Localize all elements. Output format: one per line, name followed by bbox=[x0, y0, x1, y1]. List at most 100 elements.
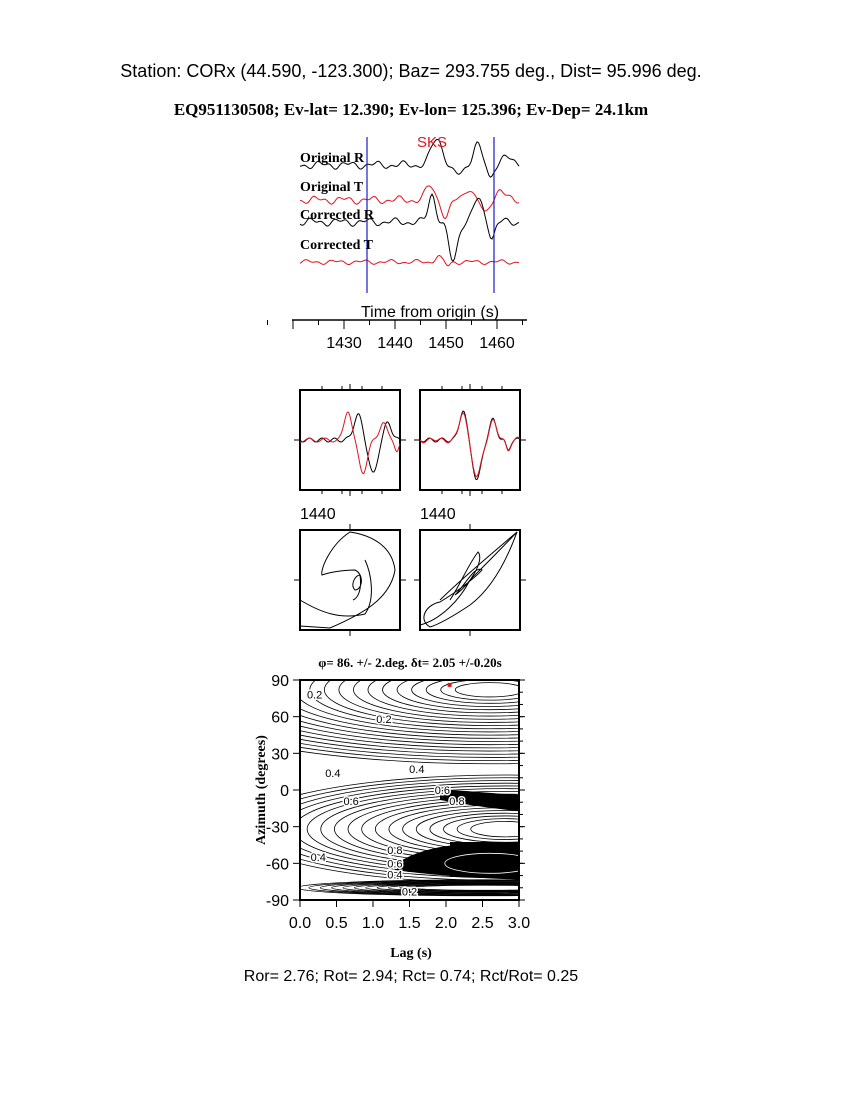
splitting-result-title: φ= 86. +/- 2.deg. δt= 2.05 +/-0.20s bbox=[318, 655, 502, 670]
time-tick-label: 1460 bbox=[479, 335, 515, 352]
contour-line bbox=[306, 788, 519, 870]
trace-original-t bbox=[299, 185, 520, 220]
lag-tick-label: 1.5 bbox=[398, 915, 420, 932]
contour-label: 0.6 bbox=[435, 785, 450, 797]
contour-label: 0.4 bbox=[387, 869, 402, 881]
contour-label: 0.8 bbox=[387, 845, 402, 857]
seismogram-panel: SKS Original R Original T Corrected R Co… bbox=[292, 134, 527, 321]
overlay-tick-label-right: 1440 bbox=[420, 506, 456, 523]
contour-line bbox=[342, 881, 519, 894]
particle-motion-original-frame bbox=[299, 529, 401, 631]
contour-line bbox=[300, 715, 519, 739]
time-tick-label: 1450 bbox=[428, 335, 464, 352]
contour-line bbox=[374, 801, 519, 857]
lag-tick-label: 0.5 bbox=[325, 915, 347, 932]
contour-label: 0.2 bbox=[307, 690, 322, 702]
contour-line bbox=[338, 680, 519, 723]
sks-phase-label: SKS bbox=[417, 134, 447, 151]
contour-label: 0.6 bbox=[343, 796, 358, 808]
contour-line bbox=[353, 680, 519, 720]
overlay-slow-trace bbox=[419, 412, 521, 477]
azimuth-tick-label: -90 bbox=[266, 893, 289, 910]
contour-line bbox=[454, 682, 519, 698]
contour-line bbox=[300, 720, 519, 742]
contour-line bbox=[300, 879, 519, 897]
contour-line bbox=[320, 790, 519, 868]
contour-label: 0.4 bbox=[311, 852, 326, 864]
contour-line bbox=[300, 785, 519, 873]
lag-tick-label: 2.0 bbox=[435, 915, 457, 932]
contour-label: 0.2 bbox=[376, 714, 391, 726]
azimuth-tick-label: 0 bbox=[280, 783, 289, 800]
contour-line bbox=[300, 708, 519, 736]
lag-tick-label: 2.5 bbox=[471, 915, 493, 932]
event-title: EQ951130508; Ev-lat= 12.390; Ev-lon= 125… bbox=[174, 100, 648, 119]
contour-line bbox=[429, 812, 519, 846]
contour-line bbox=[300, 742, 519, 758]
contour-line bbox=[367, 680, 519, 717]
waveform-overlay-original bbox=[294, 384, 406, 496]
time-tick-label: 1430 bbox=[326, 335, 362, 352]
trace-label-original-r: Original R bbox=[300, 151, 365, 166]
contour-line bbox=[300, 725, 519, 746]
contour-line bbox=[388, 883, 519, 892]
contour-line bbox=[300, 774, 519, 884]
high-value-region bbox=[395, 843, 519, 880]
particle-motion-path bbox=[419, 531, 518, 628]
azimuth-tick-label: -30 bbox=[266, 820, 289, 837]
waveform-overlay-corrected-frame bbox=[419, 389, 521, 491]
azimuth-tick-label: 30 bbox=[271, 746, 289, 763]
contour-line bbox=[300, 782, 519, 876]
particle-motion-path bbox=[299, 531, 396, 629]
lag-tick-label: 0.0 bbox=[289, 915, 311, 932]
waveform-overlay-corrected bbox=[414, 384, 526, 496]
azimuth-tick-label: -60 bbox=[266, 856, 289, 873]
contour-plot-frame bbox=[299, 679, 520, 901]
contour-line bbox=[410, 884, 519, 891]
contour-line bbox=[376, 883, 519, 893]
contour-line bbox=[402, 807, 519, 851]
contour-line bbox=[361, 799, 519, 860]
lag-axis-label: Lag (s) bbox=[390, 946, 432, 961]
contour-line bbox=[300, 777, 519, 881]
azimuth-axis-label: Azimuth (degrees) bbox=[254, 735, 269, 845]
contour-line bbox=[300, 780, 519, 879]
contour-line bbox=[444, 852, 519, 874]
contour-line bbox=[300, 750, 519, 765]
contour-line bbox=[443, 815, 519, 843]
trace-corrected-t bbox=[299, 254, 520, 267]
particle-motion-original bbox=[294, 524, 406, 636]
lag-tick-label: 3.0 bbox=[508, 915, 530, 932]
ratio-summary: Ror= 2.76; Rot= 2.94; Rct= 0.74; Rct/Rot… bbox=[244, 968, 579, 985]
contour-line bbox=[415, 810, 519, 849]
trace-label-corrected-r: Corrected R bbox=[300, 208, 375, 223]
contour-line bbox=[399, 884, 519, 892]
contour-label: 0.4 bbox=[409, 764, 424, 776]
contour-label: 0.2 bbox=[402, 886, 417, 898]
contour-line bbox=[309, 680, 519, 730]
contour-line bbox=[300, 746, 519, 761]
contour-line bbox=[396, 680, 519, 711]
overlay-transverse-trace bbox=[299, 411, 401, 475]
contour-line bbox=[300, 730, 519, 749]
time-axis-label: Time from origin (s) bbox=[361, 304, 499, 321]
waveform-overlay-original-frame bbox=[299, 389, 401, 491]
trace-corrected-r bbox=[299, 193, 520, 263]
contour-line bbox=[388, 804, 519, 854]
contour-line bbox=[334, 793, 519, 865]
contour-line bbox=[440, 680, 519, 701]
trace-original-r bbox=[299, 138, 520, 178]
overlay-tick-label-left: 1440 bbox=[300, 506, 336, 523]
contour-label: 0.4 bbox=[325, 768, 340, 780]
contour-line bbox=[456, 818, 519, 840]
best-fit-marker bbox=[447, 682, 452, 687]
time-tick-label: 1440 bbox=[377, 335, 413, 352]
contour-line bbox=[353, 882, 519, 894]
contour-line bbox=[300, 738, 519, 755]
contour-line bbox=[300, 734, 519, 752]
trace-label-corrected-t: Corrected T bbox=[300, 238, 374, 253]
particle-motion-corrected bbox=[414, 524, 526, 636]
contour-line bbox=[425, 680, 519, 704]
trace-label-original-t: Original T bbox=[300, 180, 364, 195]
